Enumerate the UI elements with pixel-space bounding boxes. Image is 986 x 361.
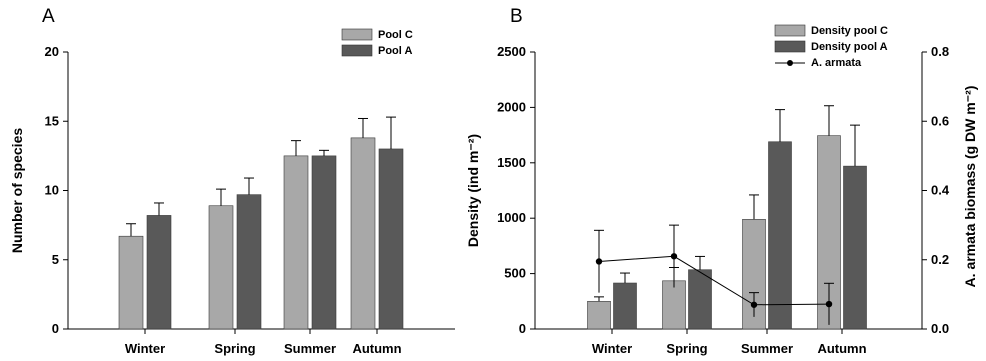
panel-a-letter: A <box>42 6 55 27</box>
bar-pool-c <box>283 155 309 330</box>
bar-density-pool-a <box>688 269 712 330</box>
y-tick-label: 2500 <box>497 44 526 59</box>
y2-tick-label: 0.4 <box>931 183 950 198</box>
x-tick-label: Winter <box>125 341 165 356</box>
y-tick-label: 2000 <box>497 99 526 114</box>
legend-entry: Pool C <box>378 29 413 41</box>
bar-pool-a <box>146 215 172 330</box>
x-tick-label: Autumn <box>352 341 401 356</box>
bar-pool-c <box>208 205 234 330</box>
y-tick-label: 0 <box>52 321 59 336</box>
line-point <box>595 258 603 265</box>
chart-panel-1: 0 500 1000 1500 2000 2500 Density (ind m⁻²) Win… <box>465 24 978 356</box>
y-tick-label: 20 <box>45 44 59 59</box>
y-tick-label: 10 <box>45 183 59 198</box>
y2-tick-label: 0.6 <box>931 113 949 128</box>
legend-swatch <box>774 24 806 37</box>
y-tick-label: 500 <box>504 266 526 281</box>
legend-swatch <box>341 28 373 41</box>
legend-swatch <box>774 40 806 53</box>
y-tick-label: 1000 <box>497 210 526 225</box>
y2-tick-label: 0.2 <box>931 252 949 267</box>
line-point <box>750 301 758 308</box>
y-tick-label: 1500 <box>497 155 526 170</box>
x-tick-label: Spring <box>666 341 707 356</box>
line-point <box>670 253 678 260</box>
chart-panel-0: 0 5 10 15 20 Number of species Winter Spring Sum… <box>9 28 455 356</box>
y2-axis-title: A. armata biomass (g DW m⁻²) <box>962 86 978 288</box>
y-tick-label: 0 <box>519 321 526 336</box>
bar-pool-c <box>350 137 376 330</box>
bar-pool-a <box>311 155 337 330</box>
bar-density-pool-a <box>768 141 792 330</box>
bar-density-pool-c <box>587 300 611 330</box>
bar-pool-a <box>236 194 262 330</box>
y-axis-title: Density (ind m⁻²) <box>465 134 481 247</box>
y-tick-label: 15 <box>45 113 59 128</box>
y-tick-label: 5 <box>52 252 59 267</box>
x-tick-label: Winter <box>592 341 632 356</box>
bar-density-pool-a <box>843 165 867 330</box>
legend-marker <box>787 60 793 66</box>
line-a-armata <box>598 255 830 306</box>
legend-entry: Density pool A <box>811 41 888 53</box>
x-tick-label: Spring <box>214 341 255 356</box>
line-point <box>825 300 833 308</box>
legend-entry: Pool A <box>378 45 412 57</box>
bar-pool-c <box>118 235 144 330</box>
legend-entry: Density pool C <box>811 25 888 37</box>
y2-tick-label: 0.8 <box>931 44 949 59</box>
y2-tick-label: 0.0 <box>931 321 949 336</box>
x-tick-label: Autumn <box>817 341 866 356</box>
panel-b-letter: B <box>510 6 523 27</box>
legend-entry: A. armata <box>811 57 862 69</box>
legend-swatch <box>341 44 373 57</box>
y-axis-title: Number of species <box>9 128 25 253</box>
bar-density-pool-a <box>613 282 637 330</box>
bar-pool-a <box>378 148 404 330</box>
x-tick-label: Summer <box>741 341 793 356</box>
x-tick-label: Summer <box>284 341 336 356</box>
bar-density-pool-c <box>662 280 686 330</box>
